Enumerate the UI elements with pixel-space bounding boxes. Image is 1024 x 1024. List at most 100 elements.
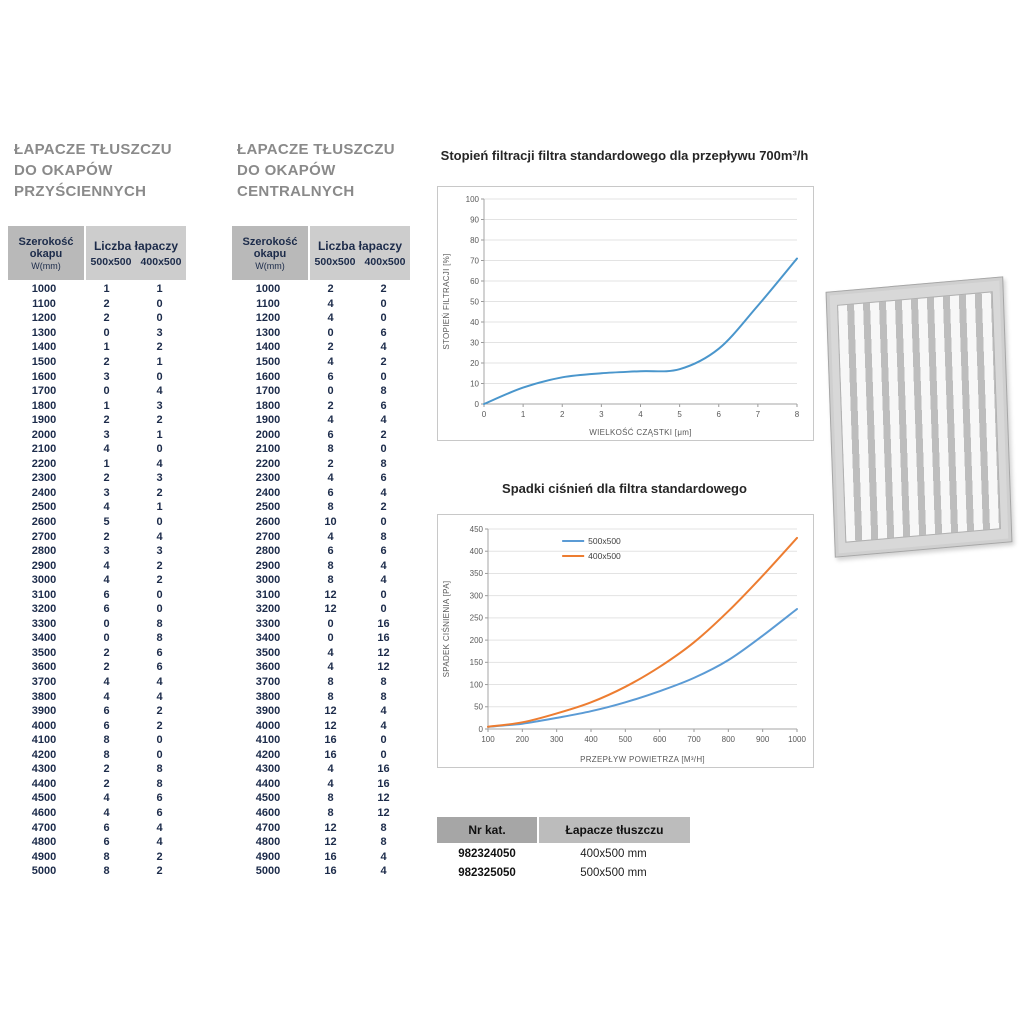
filter-count-value: 4: [156, 836, 163, 849]
hood-width-value: 2000: [31, 428, 57, 441]
table-row: 4200 16 0: [232, 748, 410, 763]
table-row: 3400 0 16: [232, 631, 410, 646]
filter-count-value: 2: [156, 414, 163, 427]
hood-width-value: 2300: [255, 472, 281, 485]
title-line: DO OKAPÓW: [14, 162, 113, 179]
table-row: 2400 6 4: [232, 486, 410, 501]
title-line: CENTRALNYCH: [237, 183, 355, 200]
table-row: 4000 12 4: [232, 718, 410, 733]
filter-count-value: 4: [103, 806, 110, 819]
width-column-header: Szerokość okapu W(mm): [232, 226, 310, 280]
filter-count-value: 3: [156, 399, 163, 412]
filter-count-value: 4: [327, 297, 334, 310]
filtration-chart: 0 10 20 30 40 50 60 70 80 90 100 0 1 2 3 4 5 6 7 8 WIELKOŚĆ …: [437, 186, 814, 441]
filter-count-value: 4: [327, 312, 334, 325]
pressure-chart-title: Spadki ciśnień dla filtra standardowego: [502, 481, 747, 496]
filter-count-value: 2: [156, 850, 163, 863]
y-tick-label: 300: [470, 591, 484, 600]
filter-count-value: 4: [103, 690, 110, 703]
filter-count-value: 0: [380, 588, 387, 601]
filter-count-value: 16: [377, 763, 390, 776]
hood-width-value: 1700: [255, 385, 281, 398]
filter-count-value: 4: [103, 501, 110, 514]
filter-count-value: 3: [103, 370, 110, 383]
table-row: 5000 8 2: [8, 864, 186, 879]
y-tick-label: 50: [470, 297, 479, 306]
hood-width-value: 2700: [31, 530, 57, 543]
table-row: 4000 6 2: [8, 718, 186, 733]
hood-width-value: 3200: [31, 603, 57, 616]
x-tick-label: 800: [722, 735, 736, 744]
filter-count-value: 0: [380, 443, 387, 456]
table-row: 3000 4 2: [8, 573, 186, 588]
hood-width-value: 2300: [31, 472, 57, 485]
table-row: 1600 3 0: [8, 369, 186, 384]
filter-count-value: 2: [103, 356, 110, 368]
table-row: 3900 6 2: [8, 704, 186, 719]
hood-width-value: 2600: [255, 516, 281, 529]
table-row: 2100 4 0: [8, 442, 186, 457]
width-unit-label: W(mm): [255, 260, 285, 271]
hood-width-value: 2900: [31, 559, 57, 572]
hood-width-value: 1600: [255, 370, 281, 383]
title-line: ŁAPACZE TŁUSZCZU: [237, 141, 395, 158]
table-row: 3600 2 6: [8, 660, 186, 675]
width-header-label: Szerokość okapu: [242, 235, 298, 260]
y-tick-label: 150: [470, 658, 484, 667]
filter-count-value: 8: [380, 676, 387, 689]
table-row: 5000 16 4: [232, 864, 410, 879]
filter-count-value: 2: [380, 501, 387, 514]
series-line-400x500: [487, 536, 798, 728]
filter-count-value: 4: [103, 559, 110, 572]
filter-count-value: 6: [103, 588, 110, 601]
hood-width-value: 4700: [255, 821, 281, 834]
table-row: 4600 4 6: [8, 806, 186, 821]
filter-count-value: 8: [327, 559, 334, 572]
y-tick-label: 0: [475, 400, 480, 409]
filter-count-value: 3: [103, 545, 110, 558]
table-row: 3200 6 0: [8, 602, 186, 617]
table-row: 3300 0 16: [232, 617, 410, 632]
filter-count-value: 0: [380, 734, 387, 747]
table-row: 1200 4 0: [232, 311, 410, 326]
hood-width-value: 4900: [255, 850, 281, 863]
hood-width-value: 1300: [255, 326, 281, 339]
filter-count-value: 3: [103, 486, 110, 499]
x-tick-label: 8: [795, 410, 800, 419]
filter-count-value: 1: [156, 356, 163, 368]
filter-count-value: 4: [156, 385, 163, 398]
filter-count-value: 4: [327, 530, 334, 543]
table-row: 1000 1 1: [8, 282, 186, 297]
filter-count-value: 6: [327, 486, 334, 499]
y-tick-label: 250: [470, 614, 484, 623]
hood-width-value: 2800: [255, 545, 281, 558]
filter-count-value: 2: [156, 559, 163, 572]
filter-count-value: 8: [380, 836, 387, 849]
hood-width-value: 5000: [255, 865, 281, 878]
filter-count-value: 4: [103, 792, 110, 805]
y-tick-label: 350: [470, 569, 484, 578]
hood-width-value: 3000: [255, 574, 281, 587]
x-tick-label: 500: [619, 735, 633, 744]
filter-count-value: 4: [327, 472, 334, 485]
filter-count-value: 4: [380, 574, 387, 587]
table-row: 3900 12 4: [232, 704, 410, 719]
table-row: 3700 4 4: [8, 675, 186, 690]
filter-count-value: 2: [380, 283, 387, 296]
hood-width-value: 4500: [255, 792, 281, 805]
filter-count-value: 6: [380, 399, 387, 412]
table-row: 4900 8 2: [8, 849, 186, 864]
filter-count-value: 8: [103, 850, 110, 863]
filter-count-value: 4: [103, 574, 110, 587]
table-row: 3500 4 12: [232, 646, 410, 661]
filter-count-value: 8: [103, 734, 110, 747]
filter-count-value: 4: [156, 676, 163, 689]
filter-count-value: 1: [156, 428, 163, 441]
hood-width-value: 1200: [255, 312, 281, 325]
filter-count-value: 0: [380, 603, 387, 616]
hood-width-value: 4900: [31, 850, 57, 863]
table-row: 1400 2 4: [232, 340, 410, 355]
table-row: 4400 4 16: [232, 777, 410, 792]
table-row: 2700 4 8: [232, 529, 410, 544]
table-row: 4600 8 12: [232, 806, 410, 821]
